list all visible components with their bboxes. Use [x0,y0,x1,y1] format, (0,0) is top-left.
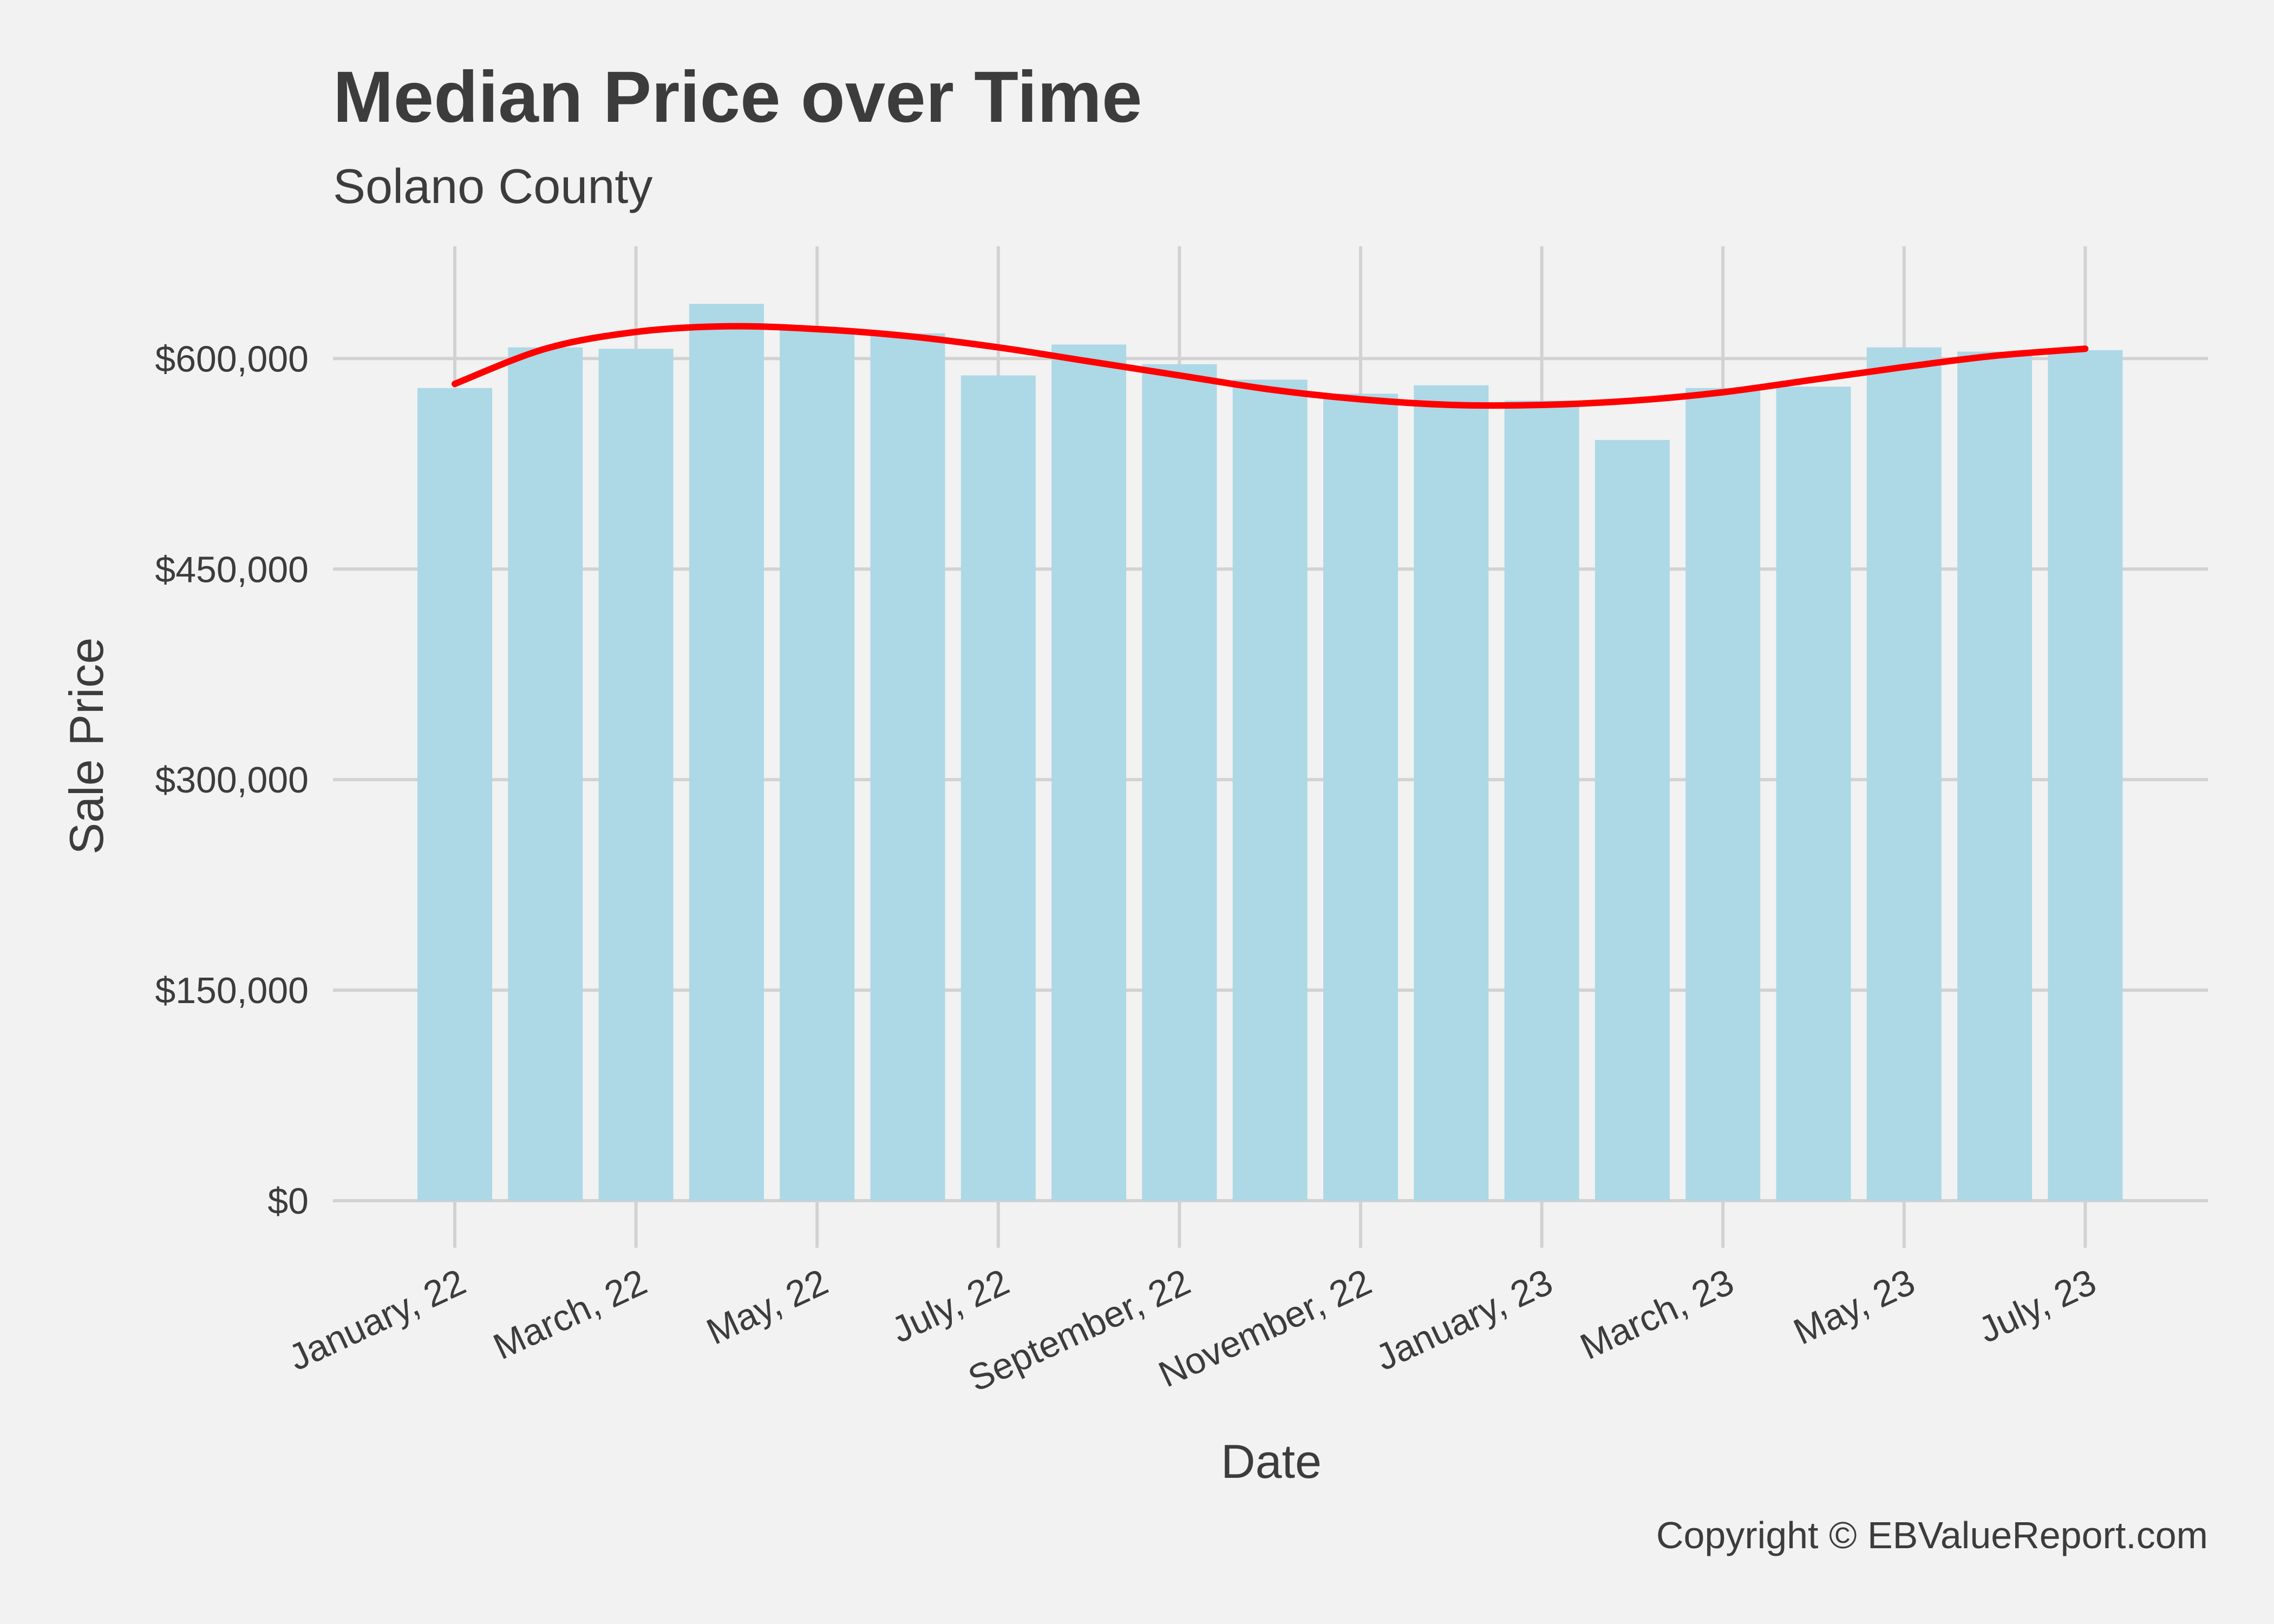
x-axis-ticks: January, 22 March, 22 May, 22 July, 22Septe… [283,1261,2102,1400]
trend-line-group [452,323,2089,409]
y-tick-label: $0 [267,1181,309,1222]
x-tick-label: January, 22 [283,1261,472,1379]
x-tick-label: May, 22 [701,1261,834,1353]
x-axis-title: Date [1221,1435,1322,1488]
y-tick-label: $150,000 [155,970,309,1011]
x-tick-label: March, 23 [1574,1261,1740,1368]
bar [1866,347,1942,1201]
y-axis-ticks: $0 $150,000 $300,000 $450,000 $600,000 [155,338,309,1222]
x-tick-label: July, 22 [885,1261,1015,1351]
bar [417,388,492,1201]
bar [598,349,674,1201]
y-axis-title: Sale Price [60,637,113,854]
x-tick-label: January, 23 [1369,1261,1559,1379]
chart-title: Median Price over Time [333,57,1142,137]
bar [1051,344,1127,1201]
x-tick-label: March, 22 [487,1261,653,1368]
bar [1595,440,1670,1201]
copyright-caption: Copyright © EBValueReport.com [1656,1514,2208,1556]
bar [1776,387,1851,1201]
bar [780,329,855,1201]
bar [508,347,583,1201]
bar [1323,394,1398,1201]
y-tick-label: $450,000 [155,549,309,590]
bar [1504,401,1579,1201]
y-tick-label: $300,000 [155,759,309,801]
y-tick-label: $600,000 [155,338,309,379]
chart-subtitle: Solano County [333,160,652,214]
bar [2048,350,2123,1201]
bar [689,304,764,1201]
bar [1232,379,1308,1201]
bar [960,375,1036,1201]
bar [870,333,945,1201]
trend-line [452,323,2089,409]
x-tick-label: May, 23 [1787,1261,1921,1353]
bar [1414,385,1489,1201]
bar [1685,388,1761,1201]
bar [1957,351,2033,1201]
bars [417,304,2123,1201]
bar [1142,364,1217,1201]
x-tick-label: July, 23 [1972,1261,2102,1351]
